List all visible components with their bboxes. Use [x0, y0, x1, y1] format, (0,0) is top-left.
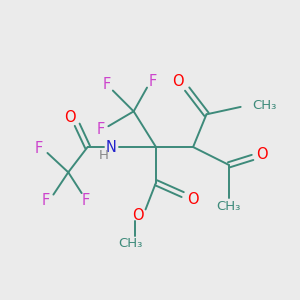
Text: F: F	[103, 77, 111, 92]
Text: F: F	[34, 141, 43, 156]
Text: CH₃: CH₃	[253, 99, 277, 112]
Text: N: N	[106, 140, 117, 154]
Text: O: O	[172, 74, 184, 89]
Text: F: F	[42, 193, 50, 208]
Text: O: O	[256, 147, 267, 162]
Text: CH₃: CH₃	[118, 237, 143, 250]
Text: F: F	[97, 122, 105, 137]
Text: F: F	[149, 74, 157, 89]
Text: H: H	[99, 149, 109, 162]
Text: O: O	[132, 208, 144, 223]
Text: O: O	[64, 110, 76, 125]
Text: CH₃: CH₃	[217, 200, 241, 213]
Text: F: F	[82, 193, 90, 208]
Text: O: O	[187, 191, 199, 206]
